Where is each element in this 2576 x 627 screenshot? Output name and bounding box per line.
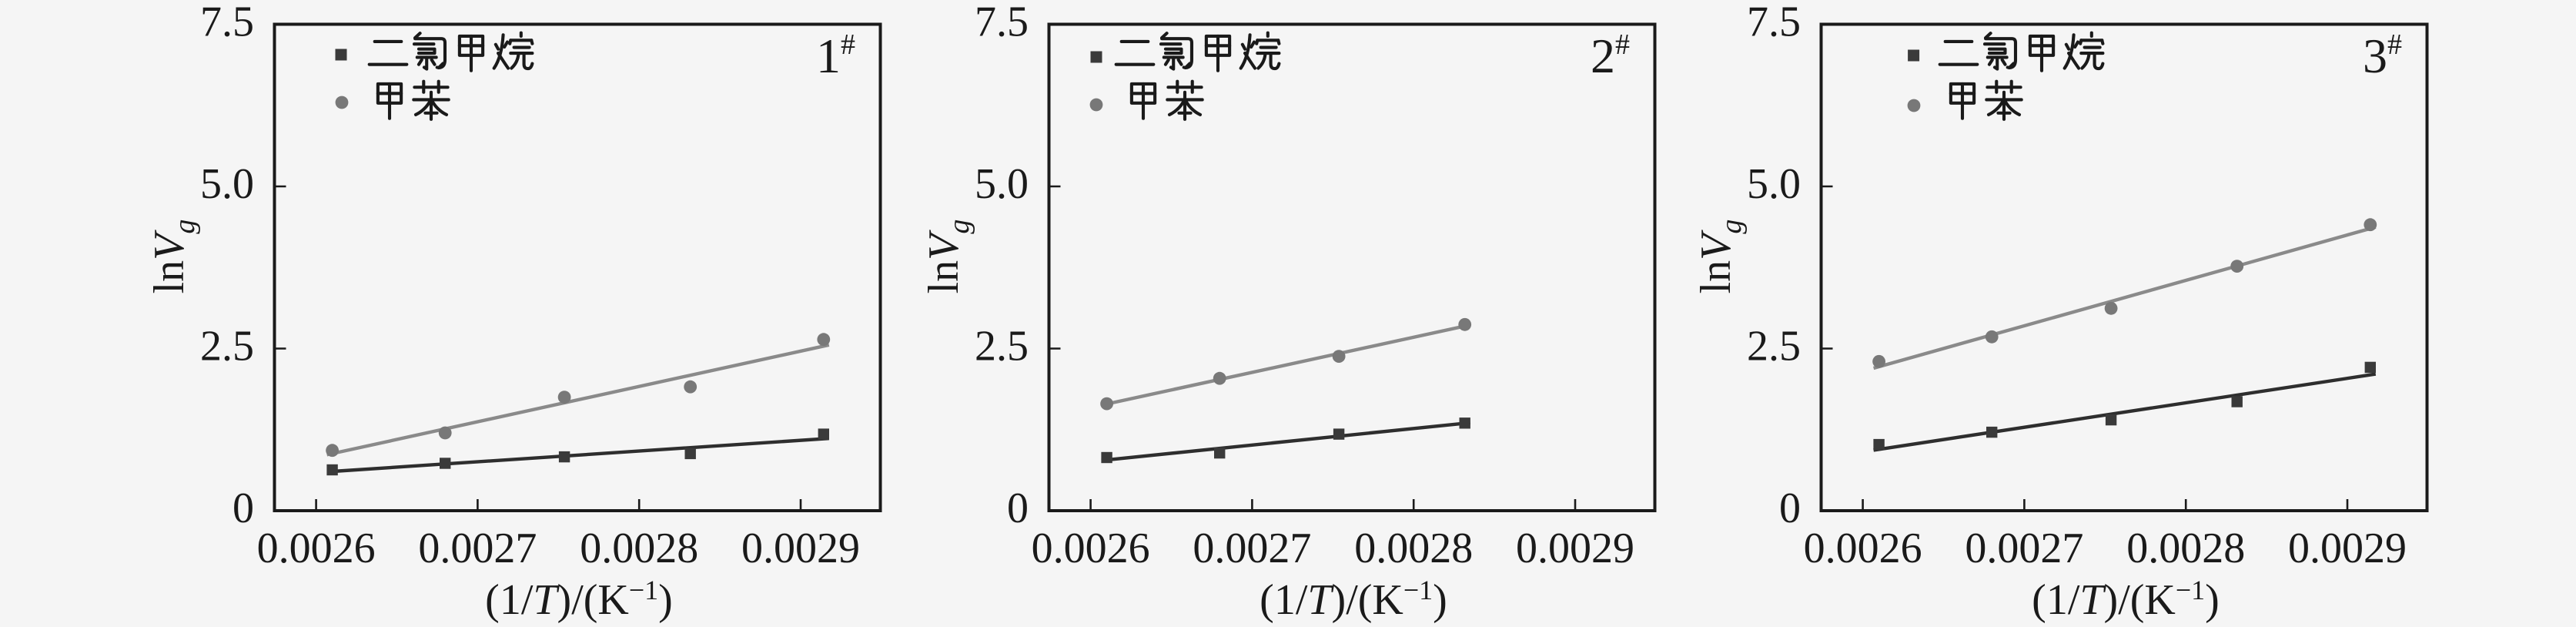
svg-text:0.0029: 0.0029 <box>2288 525 2407 572</box>
svg-text:2.5: 2.5 <box>200 323 254 370</box>
svg-text:0: 0 <box>233 484 254 532</box>
svg-text:0: 0 <box>1779 484 1801 532</box>
svg-text:5.0: 5.0 <box>1747 160 1801 208</box>
svg-text:0.0029: 0.0029 <box>741 525 860 572</box>
svg-text:5.0: 5.0 <box>975 160 1029 208</box>
svg-text:2.5: 2.5 <box>975 323 1029 370</box>
svg-text:2.5: 2.5 <box>1747 323 1801 370</box>
svg-text:0.0027: 0.0027 <box>418 525 537 572</box>
svg-text:0.0029: 0.0029 <box>1516 525 1634 572</box>
svg-text:1#: 1# <box>816 28 855 83</box>
svg-text:0.0027: 0.0027 <box>1193 525 1311 572</box>
svg-text:0.0028: 0.0028 <box>1354 525 1473 572</box>
svg-text:7.5: 7.5 <box>975 0 1029 46</box>
svg-text:0.0026: 0.0026 <box>1032 525 1150 572</box>
svg-text:7.5: 7.5 <box>1747 0 1801 46</box>
svg-text:(1/T)/(K−1): (1/T)/(K−1) <box>2032 575 2220 624</box>
svg-text:0: 0 <box>1007 484 1029 532</box>
svg-text:0.0028: 0.0028 <box>2126 525 2245 572</box>
svg-text:0.0027: 0.0027 <box>1965 525 2083 572</box>
svg-text:7.5: 7.5 <box>200 0 254 46</box>
svg-text:5.0: 5.0 <box>200 160 254 208</box>
svg-text:0.0026: 0.0026 <box>257 525 376 572</box>
svg-text:0.0028: 0.0028 <box>580 525 698 572</box>
svg-text:0.0026: 0.0026 <box>1804 525 1922 572</box>
